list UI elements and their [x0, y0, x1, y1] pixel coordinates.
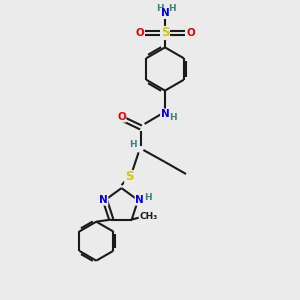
Text: S: S [161, 26, 169, 40]
Text: O: O [135, 28, 144, 38]
Text: H: H [129, 140, 136, 149]
Text: H: H [168, 4, 176, 14]
Text: CH₃: CH₃ [139, 212, 158, 221]
Text: N: N [99, 195, 108, 205]
Text: S: S [125, 170, 133, 184]
Text: N: N [160, 109, 169, 119]
Text: H: H [169, 113, 177, 122]
Text: O: O [186, 28, 195, 38]
Text: H: H [156, 4, 164, 14]
Text: N: N [160, 8, 169, 19]
Text: O: O [117, 112, 126, 122]
Text: H: H [144, 193, 152, 202]
Text: N: N [135, 195, 144, 205]
